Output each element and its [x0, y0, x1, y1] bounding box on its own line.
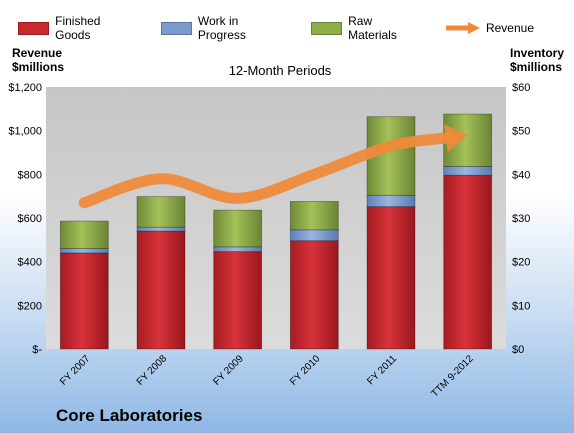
bar-group	[59, 113, 493, 350]
bar-raw-materials	[289, 201, 339, 231]
bar-finished-goods	[136, 230, 186, 350]
left-tick-label: $800	[18, 169, 42, 181]
company-name: Core Laboratories	[56, 406, 203, 425]
legend-arrow-icon	[445, 22, 480, 34]
bar-work-in-progress	[443, 166, 493, 176]
category-label: FY 2010	[288, 353, 323, 388]
legend-label-finished-goods: Finished Goods	[55, 14, 101, 42]
category-label: FY 2008	[135, 353, 170, 388]
bar-finished-goods	[289, 240, 339, 350]
plot-area	[46, 87, 506, 349]
legend-item-work-in-progress: Work in Progress	[160, 14, 287, 42]
left-tick-label: $600	[18, 213, 42, 225]
right-axis-title-line2: $millions	[510, 60, 563, 74]
legend-swatch-raw-materials	[311, 21, 343, 35]
legend-item-raw-materials: Raw Materials	[311, 14, 422, 42]
right-axis-title-line1: Inventory	[510, 46, 565, 60]
right-axis-ticks: $0 $10 $20 $30 $40 $50 $60	[512, 82, 530, 356]
left-axis-ticks: $- $200 $400 $600 $800 $1,000 $1,200	[8, 82, 42, 356]
right-tick-label: $10	[512, 300, 530, 312]
left-tick-label: $200	[18, 300, 42, 312]
right-tick-label: $20	[512, 257, 530, 269]
category-label: FY 2011	[365, 353, 399, 387]
legend-swatch-work-in-progress	[160, 21, 192, 35]
right-tick-label: $30	[512, 213, 530, 225]
bar-work-in-progress	[213, 246, 263, 253]
revenue-line-group	[78, 124, 468, 209]
category-label: TTM 9-2012	[429, 353, 476, 400]
left-axis-title: Revenue $millions	[12, 46, 64, 74]
bar-work-in-progress	[289, 229, 339, 242]
legend-label-revenue: Revenue	[485, 21, 534, 35]
bar-raw-materials	[59, 220, 109, 249]
legend-label-work-in-progress: Work in Progress	[197, 14, 246, 42]
bar-finished-goods	[366, 206, 416, 350]
right-tick-label: $60	[512, 82, 530, 94]
right-tick-label: $0	[512, 344, 524, 356]
bar-work-in-progress	[136, 226, 186, 232]
left-tick-label: $1,000	[8, 126, 42, 138]
bar-work-in-progress	[59, 248, 109, 254]
revenue-arrowhead	[443, 124, 468, 152]
legend-label-raw-materials: Raw Materials	[348, 14, 397, 42]
left-tick-label: $1,200	[8, 82, 42, 94]
legend-item-finished-goods: Finished Goods	[18, 14, 137, 42]
legend-item-revenue: Revenue	[445, 21, 534, 35]
bar-work-in-progress	[366, 194, 416, 208]
chart-subtitle: 12-Month Periods	[228, 63, 332, 78]
bar-raw-materials	[213, 209, 263, 248]
bar-finished-goods	[59, 252, 109, 350]
left-tick-label: $400	[18, 257, 42, 269]
bar-finished-goods	[443, 174, 493, 350]
category-label: FY 2007	[58, 353, 93, 388]
right-tick-label: $40	[512, 169, 530, 181]
revenue-line	[78, 132, 456, 209]
left-tick-label: $-	[32, 344, 42, 356]
right-tick-label: $50	[512, 126, 530, 138]
right-axis-title: Inventory $millions	[510, 46, 564, 74]
bar-raw-materials	[136, 196, 186, 228]
left-axis-title-line2: $millions	[12, 60, 65, 74]
legend: Finished Goods Work in Progress Raw Mate…	[18, 14, 558, 42]
category-label: FY 2009	[211, 353, 246, 388]
left-axis-title-line1: Revenue	[12, 46, 63, 60]
bar-finished-goods	[213, 251, 263, 350]
category-labels: FY 2007 FY 2008 FY 2009 FY 2010 FY 2011 TTM 9…	[58, 353, 476, 400]
legend-swatch-finished-goods	[18, 21, 50, 35]
